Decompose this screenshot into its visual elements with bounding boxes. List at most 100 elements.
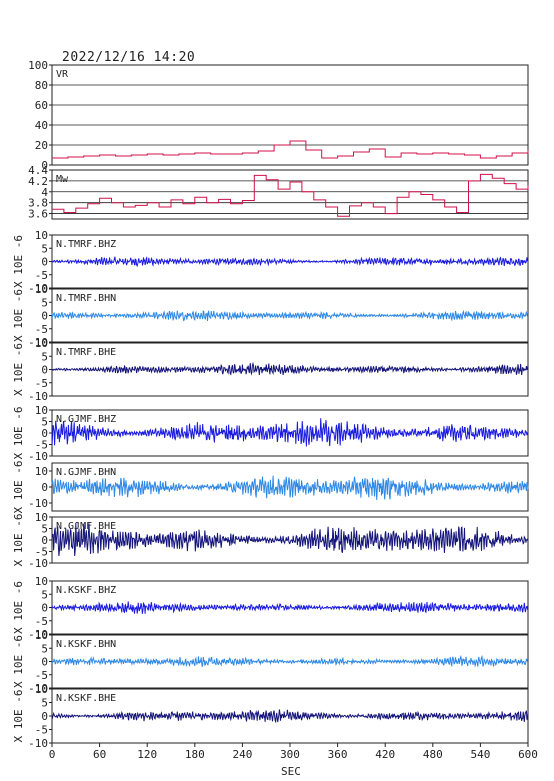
x-tick-label: 240 [232,748,252,761]
series-line [51,255,529,268]
series-line [52,140,529,159]
y-axis-label: X 10E -6 [12,690,25,743]
y-tick-label: 60 [35,99,48,112]
panel-frame [51,169,529,220]
series-line [51,522,529,557]
panel-label: N.TMRF.BHZ [56,239,116,250]
y-axis-label: X 10E -6 [12,289,25,342]
x-axis-label: SEC [281,765,301,778]
panel-label: N.KSKF.BHN [56,639,116,650]
y-tick-label: 10 [35,575,48,588]
y-tick-label: 10 [35,283,48,296]
panel-frame [51,64,529,166]
y-tick-label: -5 [35,669,48,682]
y-tick-label: -5 [35,269,48,282]
y-tick-label: -5 [35,377,48,390]
x-tick-label: 60 [93,748,106,761]
y-tick-label: 0 [41,159,48,172]
y-tick-label: 0 [41,310,48,323]
y-axis-label: X 10E -6 [12,514,25,567]
y-tick-label: 5 [41,416,48,429]
y-tick-label: 5 [41,296,48,309]
series-line [51,709,529,724]
y-tick-label: 4.2 [28,175,48,188]
series-line [51,309,529,322]
panel-label: N.TMRF.BHE [56,347,116,358]
y-tick-label: 10 [35,511,48,524]
y-tick-label: -5 [35,546,48,559]
y-tick-label: 5 [41,523,48,536]
y-axis-label: X 10E -6 [12,461,25,514]
y-tick-label: -5 [35,323,48,336]
y-tick-label: -10 [28,628,48,641]
x-tick-label: 420 [375,748,395,761]
x-tick-label: 120 [137,748,157,761]
y-tick-label: 5 [41,642,48,655]
y-tick-label: 10 [35,404,48,417]
y-tick-label: 5 [41,350,48,363]
panel-label: N.KSKF.BHZ [56,585,116,596]
y-tick-label: -10 [28,557,48,570]
y-tick-label: 10 [35,229,48,242]
panel-label: N.TMRF.BHN [56,293,116,304]
y-tick-label: 10 [35,337,48,350]
series-line [51,654,529,668]
y-tick-label: 80 [35,79,48,92]
x-tick-label: 0 [49,748,56,761]
y-tick-label: -10 [28,497,48,510]
y-tick-label: 10 [35,629,48,642]
y-tick-label: 5 [41,697,48,710]
y-tick-label: 4.4 [28,164,48,177]
y-tick-label: 20 [35,139,48,152]
panel-label: N.KSKF.BHE [56,693,116,704]
panel-label: N.GJMF.BHE [56,521,116,532]
y-tick-label: 0 [41,656,48,669]
y-tick-label: 0 [41,710,48,723]
y-axis-label: X 10E -6 [12,407,25,460]
y-tick-label: 5 [41,588,48,601]
y-tick-label: -5 [35,724,48,737]
y-tick-label: -10 [28,336,48,349]
y-tick-label: 0 [41,534,48,547]
y-tick-label: 40 [35,119,48,132]
y-axis-label: X 10E -6 [12,635,25,688]
panel-label: N.GJMF.BHZ [56,414,116,425]
y-tick-label: 4 [41,186,48,199]
series-line [51,475,529,500]
y-tick-label: 5 [41,242,48,255]
y-tick-label: 3.6 [28,208,48,221]
y-axis-label: X 10E -6 [12,581,25,634]
panel-label: VR [56,69,69,80]
y-tick-label: 0 [41,364,48,377]
y-tick-label: -5 [35,615,48,628]
series-line [52,173,529,217]
chart-title: 2022/12/16 14:20 [62,50,196,65]
y-tick-label: 0 [41,427,48,440]
y-tick-label: -10 [28,737,48,750]
x-tick-label: 180 [185,748,205,761]
y-tick-label: 100 [28,59,48,72]
y-tick-label: 0 [41,256,48,269]
y-tick-label: -5 [35,439,48,452]
y-tick-label: 3.8 [28,197,48,210]
panel-label: N.GJMF.BHN [56,467,116,478]
y-tick-label: -10 [28,682,48,695]
x-tick-label: 300 [280,748,300,761]
y-tick-label: 10 [35,465,48,478]
series-line [51,418,529,447]
y-tick-label: 10 [35,683,48,696]
y-tick-label: 0 [41,481,48,494]
y-axis-label: X 10E -6 [12,343,25,396]
x-tick-label: 540 [470,748,490,761]
series-line [51,361,529,376]
x-tick-label: 480 [423,748,443,761]
y-tick-label: -10 [28,390,48,403]
x-tick-label: 360 [328,748,348,761]
x-tick-label: 600 [518,748,538,761]
series-line [51,601,529,614]
y-tick-label: 0 [41,602,48,615]
y-axis-label: X 10E -6 [12,235,25,288]
y-tick-label: -10 [28,450,48,463]
y-tick-label: -10 [28,282,48,295]
